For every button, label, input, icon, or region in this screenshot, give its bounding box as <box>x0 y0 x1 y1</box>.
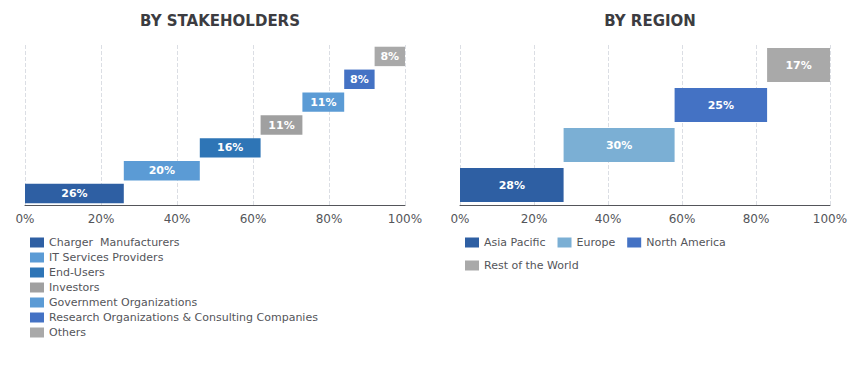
svg-text:0%: 0% <box>450 212 469 226</box>
svg-text:Research Organizations & Consu: Research Organizations & Consulting Comp… <box>49 311 318 324</box>
svg-text:Europe: Europe <box>577 236 616 249</box>
svg-text:20%: 20% <box>149 164 175 177</box>
svg-text:80%: 80% <box>743 212 770 226</box>
svg-text:16%: 16% <box>217 141 243 154</box>
svg-text:60%: 60% <box>240 212 267 226</box>
svg-text:8%: 8% <box>380 50 399 63</box>
svg-text:11%: 11% <box>268 119 294 132</box>
svg-text:80%: 80% <box>316 212 343 226</box>
svg-text:60%: 60% <box>669 212 696 226</box>
svg-text:30%: 30% <box>606 139 632 152</box>
svg-text:Charger Manufacturers: Charger Manufacturers <box>49 236 180 249</box>
svg-text:11%: 11% <box>310 96 336 109</box>
svg-text:Government Organizations: Government Organizations <box>49 296 197 309</box>
svg-text:17%: 17% <box>785 59 811 72</box>
svg-text:20%: 20% <box>88 212 115 226</box>
svg-text:BY STAKEHOLDERS: BY STAKEHOLDERS <box>140 12 300 30</box>
svg-text:0%: 0% <box>15 212 34 226</box>
svg-text:8%: 8% <box>350 73 369 86</box>
svg-text:Investors: Investors <box>49 281 100 294</box>
svg-text:Asia Pacific: Asia Pacific <box>484 236 546 249</box>
svg-text:28%: 28% <box>499 179 525 192</box>
svg-text:40%: 40% <box>164 212 191 226</box>
svg-text:Rest of the World: Rest of the World <box>484 259 579 272</box>
svg-text:100%: 100% <box>388 212 422 226</box>
svg-text:20%: 20% <box>521 212 548 226</box>
svg-text:40%: 40% <box>595 212 622 226</box>
svg-text:IT Services Providers: IT Services Providers <box>49 251 164 264</box>
svg-text:North America: North America <box>646 236 726 249</box>
svg-text:100%: 100% <box>813 212 847 226</box>
svg-text:25%: 25% <box>708 99 734 112</box>
svg-text:End-Users: End-Users <box>49 266 105 279</box>
svg-text:Others: Others <box>49 326 86 339</box>
svg-text:BY REGION: BY REGION <box>604 12 696 30</box>
svg-text:26%: 26% <box>61 187 87 200</box>
